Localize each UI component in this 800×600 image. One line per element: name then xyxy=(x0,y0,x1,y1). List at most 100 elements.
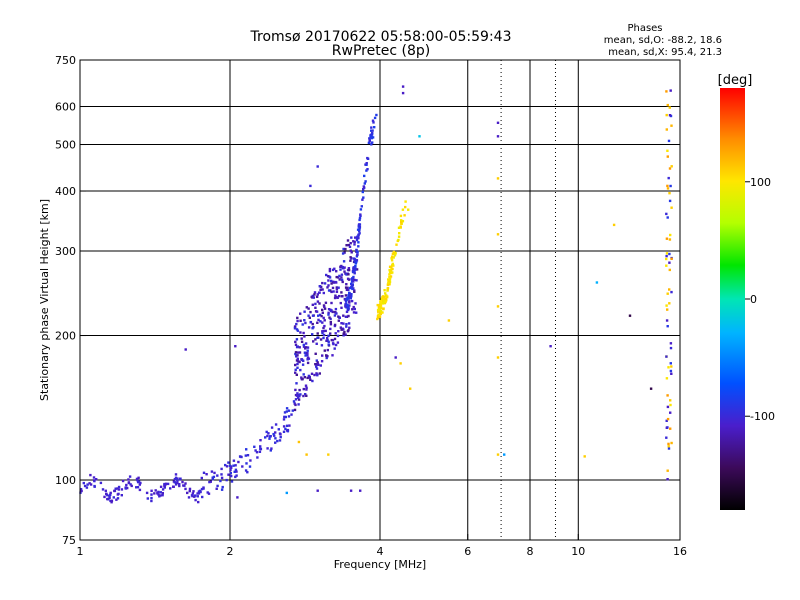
echo-point xyxy=(335,275,338,279)
echo-point xyxy=(303,319,306,322)
echo-point xyxy=(308,376,311,379)
echo-point xyxy=(496,177,500,180)
echo-point xyxy=(669,427,672,430)
echo-point xyxy=(379,311,382,314)
echo-point xyxy=(337,319,340,322)
echo-point xyxy=(266,434,269,438)
echo-point xyxy=(314,338,317,341)
echo-point xyxy=(368,140,371,143)
grid xyxy=(80,60,680,540)
echo-point xyxy=(279,435,282,439)
echo-point xyxy=(665,377,669,380)
echo-point xyxy=(302,387,305,391)
echo-point xyxy=(321,330,324,333)
echo-point xyxy=(187,496,191,499)
echo-point xyxy=(285,410,288,413)
echo-point xyxy=(342,247,345,251)
echo-point xyxy=(595,281,599,284)
echo-point xyxy=(370,129,373,132)
echo-point xyxy=(353,290,356,293)
echo-point xyxy=(668,252,671,256)
echo-point xyxy=(355,268,359,271)
echo-point xyxy=(308,316,311,319)
echo-point xyxy=(350,280,354,283)
echo-point xyxy=(305,306,308,309)
echo-point xyxy=(335,290,339,293)
echo-point xyxy=(293,402,296,405)
echo-point xyxy=(329,323,333,326)
echo-point xyxy=(174,473,178,476)
echo-point xyxy=(337,286,340,289)
echo-point xyxy=(312,340,315,343)
echo-point xyxy=(285,424,289,427)
echo-point xyxy=(344,333,347,336)
echo-point xyxy=(212,475,216,479)
echo-point xyxy=(235,474,238,477)
echo-point xyxy=(388,282,391,286)
echo-point xyxy=(670,372,673,375)
echo-point xyxy=(188,489,191,493)
echo-point xyxy=(365,162,368,165)
echo-point xyxy=(362,196,365,199)
echo-point xyxy=(278,439,282,442)
echo-point xyxy=(344,294,348,297)
echo-point xyxy=(352,305,355,309)
echo-point xyxy=(175,481,179,485)
echo-point xyxy=(379,300,382,303)
echo-point xyxy=(154,489,157,492)
echo-point xyxy=(368,137,371,140)
x-tick-label: 6 xyxy=(464,545,471,558)
echo-point xyxy=(352,311,356,314)
echo-point xyxy=(335,281,338,284)
echo-point xyxy=(665,237,669,240)
echo-point xyxy=(404,205,407,209)
echo-point xyxy=(273,434,276,437)
echo-point xyxy=(93,484,96,488)
echo-point xyxy=(320,314,323,318)
echo-point xyxy=(496,356,500,359)
echo-point xyxy=(665,264,668,267)
echo-point xyxy=(333,347,336,350)
colorbar-title: [deg] xyxy=(718,73,753,88)
echo-point xyxy=(379,309,383,313)
echo-point xyxy=(338,278,341,281)
echo-point xyxy=(350,278,353,281)
echo-point xyxy=(329,317,332,321)
echo-point xyxy=(297,393,300,397)
echo-point xyxy=(366,168,369,171)
echo-point xyxy=(306,356,310,359)
echo-point xyxy=(665,113,668,117)
echo-point xyxy=(669,346,673,350)
echo-point xyxy=(393,254,397,257)
echo-point xyxy=(327,311,330,314)
echo-point xyxy=(336,296,339,299)
echo-point xyxy=(220,467,223,471)
y-tick-label: 75 xyxy=(62,534,76,547)
echo-point xyxy=(666,394,669,397)
echo-point xyxy=(304,384,308,387)
echo-point xyxy=(201,495,204,499)
echo-point xyxy=(327,334,330,337)
echo-point xyxy=(88,482,91,485)
echo-point xyxy=(254,449,257,452)
echo-point xyxy=(352,275,355,279)
echo-point xyxy=(669,184,672,188)
echo-point xyxy=(359,214,362,217)
echo-point xyxy=(319,364,322,367)
echo-point xyxy=(298,360,301,364)
echo-point xyxy=(104,489,107,492)
echo-point xyxy=(666,184,669,188)
echo-point xyxy=(382,301,385,305)
echo-point xyxy=(666,216,669,219)
echo-point xyxy=(333,310,337,314)
echo-point xyxy=(103,495,106,499)
echo-point xyxy=(355,260,358,263)
echo-point xyxy=(331,339,335,342)
echo-point xyxy=(329,309,333,313)
echo-point xyxy=(350,299,354,303)
echo-point xyxy=(190,494,194,497)
echo-point xyxy=(302,343,305,347)
echo-point xyxy=(333,314,337,317)
echo-point xyxy=(307,314,310,317)
